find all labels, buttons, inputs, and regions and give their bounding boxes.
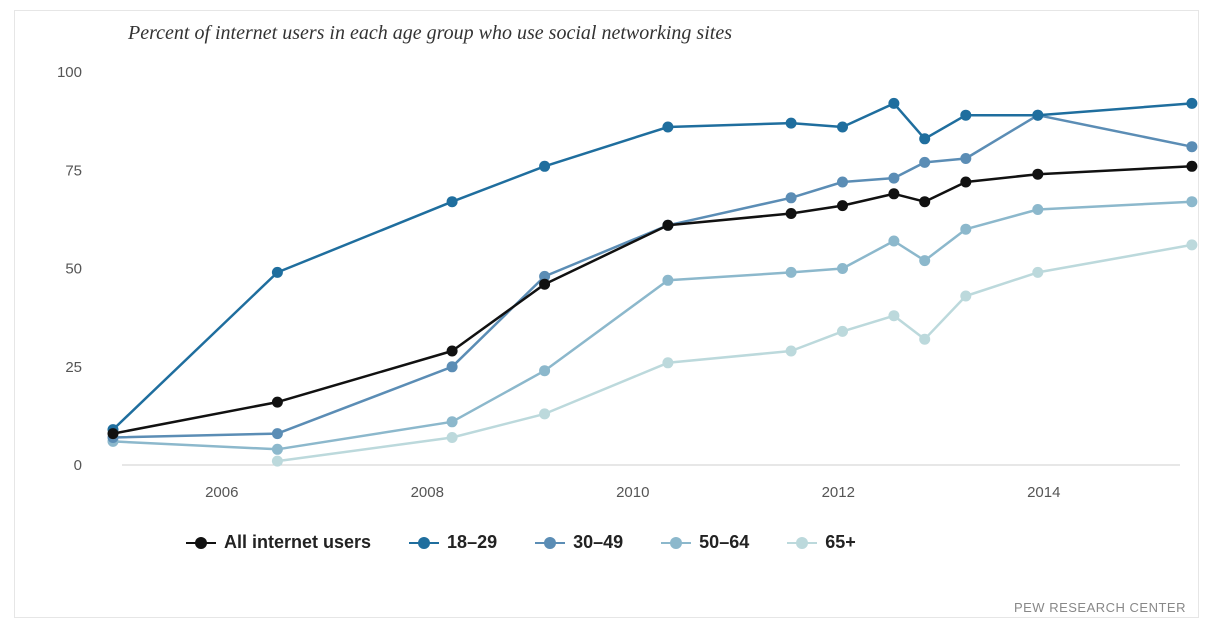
data-point-18-29 bbox=[271, 266, 283, 278]
series-all-internet-users bbox=[107, 160, 1198, 440]
data-point-18-29 bbox=[960, 109, 972, 121]
x-tick-label: 2012 bbox=[822, 484, 855, 501]
legend-swatch bbox=[535, 536, 566, 550]
legend-item-65: 65+ bbox=[787, 532, 856, 553]
x-tick-label: 2014 bbox=[1027, 484, 1060, 501]
y-tick-label: 50 bbox=[65, 261, 82, 278]
legend-label: All internet users bbox=[224, 532, 372, 552]
data-point-30-49 bbox=[837, 176, 848, 188]
data-point-30-49 bbox=[1186, 141, 1198, 153]
data-point-50-64 bbox=[662, 274, 674, 286]
series-layer bbox=[107, 97, 1198, 467]
data-point-all-internet-users bbox=[888, 188, 900, 200]
data-point-65 bbox=[785, 345, 797, 357]
legend-item-50-64: 50–64 bbox=[661, 532, 749, 553]
data-point-50-64 bbox=[837, 263, 848, 274]
x-tick-label: 2010 bbox=[616, 484, 649, 501]
legend-swatch bbox=[186, 536, 216, 550]
data-point-18-29 bbox=[785, 117, 797, 129]
data-point-30-49 bbox=[919, 156, 931, 168]
data-point-65 bbox=[1032, 266, 1044, 278]
legend-label: 30–49 bbox=[573, 532, 624, 552]
x-tick-label: 2006 bbox=[205, 484, 238, 501]
data-point-30-49 bbox=[271, 428, 283, 440]
data-point-30-49 bbox=[888, 172, 900, 184]
data-point-30-49 bbox=[785, 192, 797, 204]
legend-item-30-49: 30–49 bbox=[535, 532, 623, 553]
data-point-all-internet-users bbox=[1032, 168, 1044, 180]
series-line-50-64 bbox=[111, 200, 1194, 451]
legend-label: 18–29 bbox=[447, 532, 498, 552]
data-point-30-49 bbox=[960, 153, 972, 164]
series-18-29 bbox=[107, 97, 1198, 436]
data-point-18-29 bbox=[837, 121, 848, 133]
data-point-all-internet-users bbox=[539, 278, 551, 290]
series-30-49 bbox=[107, 109, 1198, 443]
legend-label: 50–64 bbox=[699, 532, 750, 552]
series-line-18-29 bbox=[111, 102, 1194, 431]
legend-swatch bbox=[409, 536, 440, 550]
data-point-65 bbox=[539, 408, 551, 420]
data-point-50-64 bbox=[888, 235, 900, 247]
data-point-all-internet-users bbox=[837, 200, 848, 212]
data-point-18-29 bbox=[919, 133, 931, 145]
data-point-65 bbox=[446, 432, 458, 443]
chart-title: Percent of internet users in each age gr… bbox=[128, 22, 732, 44]
data-point-18-29 bbox=[888, 97, 900, 109]
y-axis-ticks: 0 25 50 75 100 bbox=[57, 64, 82, 474]
data-point-50-64 bbox=[960, 223, 972, 235]
data-point-all-internet-users bbox=[919, 196, 931, 208]
series-65 bbox=[271, 239, 1198, 467]
data-point-30-49 bbox=[446, 361, 458, 373]
data-point-65 bbox=[662, 357, 674, 369]
legend-item-18-29: 18–29 bbox=[409, 532, 497, 553]
data-point-30-49 bbox=[539, 270, 551, 282]
data-point-all-internet-users bbox=[271, 396, 283, 408]
series-line-all-internet-users bbox=[111, 165, 1194, 435]
legend-swatch bbox=[787, 536, 818, 550]
series-50-64 bbox=[107, 196, 1198, 455]
data-point-50-64 bbox=[271, 443, 283, 455]
y-tick-label: 100 bbox=[57, 64, 82, 81]
y-tick-label: 75 bbox=[65, 162, 82, 179]
data-point-65 bbox=[837, 325, 848, 337]
y-tick-label: 25 bbox=[65, 359, 82, 376]
series-line-30-49 bbox=[111, 113, 1194, 439]
data-point-18-29 bbox=[662, 121, 674, 133]
x-axis-ticks: 2006 2008 2010 2012 2014 bbox=[205, 484, 1060, 501]
data-point-50-64 bbox=[539, 365, 551, 377]
data-point-50-64 bbox=[785, 266, 797, 278]
data-point-65 bbox=[888, 310, 900, 322]
data-point-all-internet-users bbox=[960, 176, 972, 188]
data-point-65 bbox=[960, 290, 972, 302]
data-point-50-64 bbox=[1032, 204, 1044, 215]
data-point-all-internet-users bbox=[1186, 160, 1198, 172]
x-tick-label: 2008 bbox=[411, 484, 444, 501]
data-point-18-29 bbox=[446, 196, 458, 208]
y-tick-label: 0 bbox=[74, 457, 82, 474]
legend: All internet users 18–29 30–49 50–64 65+ bbox=[186, 532, 856, 553]
data-point-all-internet-users bbox=[785, 208, 797, 219]
data-point-65 bbox=[271, 455, 283, 467]
data-point-all-internet-users bbox=[107, 428, 119, 440]
data-point-18-29 bbox=[1186, 97, 1198, 109]
legend-item-all-internet-users: All internet users bbox=[186, 532, 371, 553]
data-point-50-64 bbox=[1186, 196, 1198, 208]
data-point-all-internet-users bbox=[662, 219, 674, 231]
legend-label: 65+ bbox=[825, 532, 856, 552]
data-point-18-29 bbox=[1032, 109, 1044, 121]
legend-swatch bbox=[661, 536, 692, 550]
source-credit: PEW RESEARCH CENTER bbox=[1013, 600, 1186, 615]
data-point-all-internet-users bbox=[446, 345, 458, 357]
chart-frame bbox=[14, 10, 1199, 618]
data-point-18-29 bbox=[539, 160, 551, 172]
data-point-50-64 bbox=[919, 255, 931, 267]
data-point-50-64 bbox=[446, 416, 458, 428]
data-point-65 bbox=[1186, 239, 1198, 251]
data-point-65 bbox=[919, 333, 931, 345]
